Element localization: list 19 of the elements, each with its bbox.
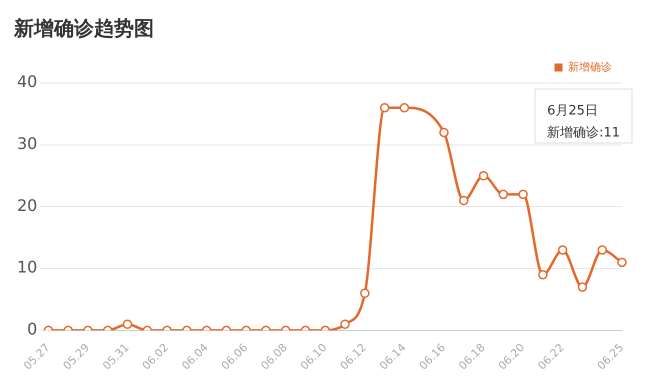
point bbox=[538, 270, 548, 280]
y-tick-label: 0 bbox=[27, 320, 38, 339]
point bbox=[459, 196, 469, 206]
point bbox=[498, 190, 508, 200]
y-tick-label: 20 bbox=[17, 196, 38, 215]
point bbox=[578, 282, 588, 292]
y-tick-label: 10 bbox=[17, 258, 38, 277]
point bbox=[439, 128, 449, 138]
annotation: 6月25日 bbox=[547, 103, 598, 118]
legend-label: 新增确诊 bbox=[568, 60, 612, 74]
annotation: 新增确诊:11 bbox=[547, 125, 620, 140]
chart-title: 新增确诊趋势图 bbox=[13, 16, 154, 40]
point bbox=[518, 190, 528, 200]
point bbox=[558, 245, 568, 255]
point bbox=[617, 258, 627, 268]
y-tick-label: 30 bbox=[17, 134, 38, 154]
point bbox=[478, 171, 488, 181]
point bbox=[597, 245, 607, 255]
y-tick-label: 40 bbox=[17, 72, 38, 92]
